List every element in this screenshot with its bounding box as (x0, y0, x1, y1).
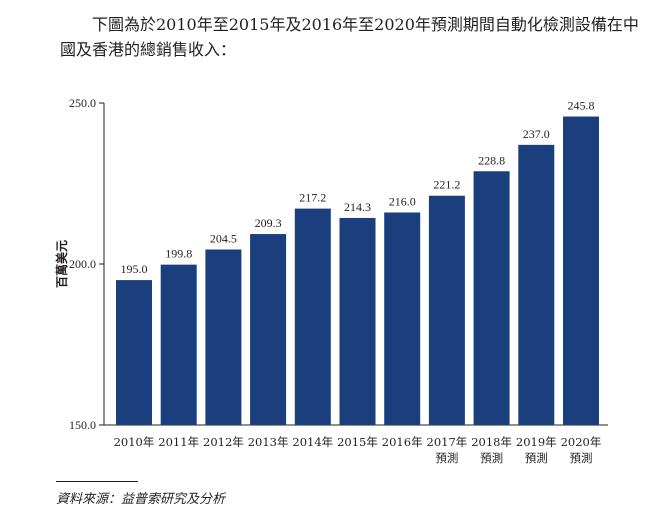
bar-value-label: 237.0 (523, 127, 550, 141)
x-tick-label: 2020年 (561, 435, 602, 449)
bar-value-label: 228.8 (478, 153, 505, 167)
bar (294, 208, 331, 425)
source-divider (56, 481, 138, 482)
bar (250, 234, 287, 425)
x-tick-label: 預測 (570, 451, 593, 465)
intro-text: 下圖為於2010年至2015年及2016年至2020年預測期間自動化檢測設備在中… (60, 15, 639, 59)
bar-value-label: 204.5 (210, 232, 237, 246)
y-tick-label: 200.0 (69, 257, 96, 271)
bar (160, 264, 197, 425)
bar (339, 217, 376, 425)
y-axis-title: 百萬美元 (54, 240, 69, 288)
x-tick-label: 2019年 (516, 435, 557, 449)
bar-value-label: 209.3 (255, 216, 282, 230)
bar (384, 212, 421, 425)
bar (205, 249, 242, 425)
x-tick-label: 預測 (525, 451, 548, 465)
x-tick-label: 2018年 (471, 435, 512, 449)
x-tick-label: 2012年 (203, 435, 244, 449)
bar (116, 280, 152, 425)
x-tick-label: 預測 (480, 451, 503, 465)
bar-value-label: 245.8 (568, 99, 595, 113)
bar-value-label: 214.3 (344, 200, 371, 214)
bar-value-label: 216.0 (389, 194, 416, 208)
bar (428, 195, 465, 425)
bar-value-label: 199.8 (165, 247, 192, 261)
bar (563, 116, 599, 426)
x-tick-label: 2011年 (158, 435, 199, 449)
x-tick-label: 2014年 (292, 435, 333, 449)
y-tick-label: 150.0 (69, 418, 96, 432)
bar (518, 144, 555, 426)
bar-value-label: 221.2 (433, 178, 460, 192)
source-note: 資料來源：益普索研究及分析 (56, 492, 226, 507)
x-tick-label: 2013年 (248, 435, 289, 449)
bar-value-label: 217.2 (299, 191, 326, 205)
bar-value-label: 195.0 (121, 262, 148, 276)
x-tick-label: 2016年 (382, 435, 423, 449)
x-tick-label: 2017年 (427, 435, 468, 449)
x-tick-label: 預測 (435, 451, 458, 465)
bar (473, 171, 510, 425)
x-tick-label: 2015年 (337, 435, 378, 449)
x-tick-label: 2010年 (114, 435, 155, 449)
y-tick-label: 250.0 (69, 96, 96, 110)
